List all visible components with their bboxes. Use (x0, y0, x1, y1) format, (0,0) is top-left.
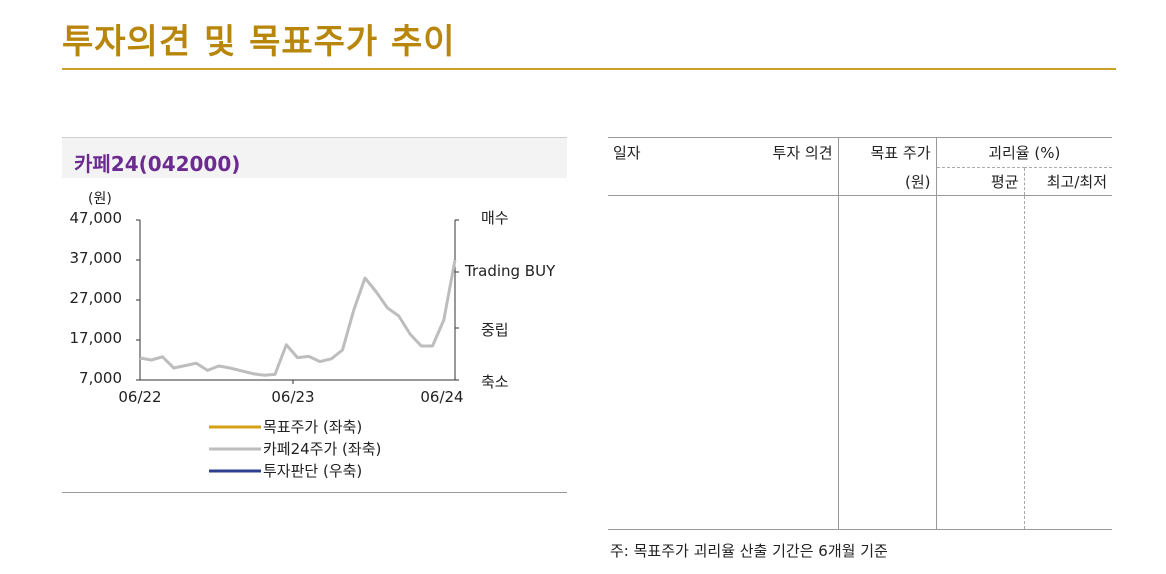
legend-item: 카페24주가 (좌축) (209, 440, 381, 458)
legend-label: 목표주가 (좌축) (263, 418, 362, 436)
opinion-table: 일자 투자 의견 목표 주가 괴리율 (%) (원) 평균 최고/최저 (608, 137, 1113, 530)
left-tick-label: 27,000 (70, 289, 123, 307)
title-rule (62, 68, 1116, 70)
right-axis-ticks: 매수 Trading BUY 중립 축소 (464, 209, 556, 391)
legend-label: 투자판단 (우축) (263, 462, 362, 480)
price-chart: (원) 47,000 37,000 27,000 17,000 7,000 매수… (70, 191, 557, 480)
header-date: 일자 (608, 137, 728, 168)
chart-header: 카페24(042000) (62, 137, 567, 178)
legend-label: 카페24주가 (좌축) (263, 440, 381, 458)
header-high-low: 최고/최저 (1023, 167, 1113, 196)
page-title: 투자의견 및 목표주가 추이 (62, 22, 456, 62)
right-tick-label: 매수 (481, 209, 509, 227)
left-axis-unit: (원) (88, 191, 112, 207)
right-tick-label: Trading BUY (464, 262, 556, 280)
chart-bottom-rule (62, 492, 567, 493)
legend: 목표주가 (좌축) 카페24주가 (좌축) 투자판단 (우축) (209, 418, 381, 480)
legend-item: 목표주가 (좌축) (209, 418, 362, 436)
left-tick-label: 7,000 (79, 369, 122, 387)
x-tick-label: 06/24 (420, 388, 463, 406)
series-line (139, 259, 457, 377)
right-tick-label: 축소 (481, 373, 509, 391)
header-opinion: 투자 의견 (728, 137, 838, 168)
left-tick-label: 47,000 (70, 209, 123, 227)
axes (136, 219, 459, 384)
header-disparity: 괴리율 (%) (935, 137, 1113, 168)
legend-item: 투자판단 (우축) (209, 462, 362, 480)
x-tick-label: 06/23 (271, 388, 314, 406)
header-average: 평균 (935, 167, 1024, 196)
left-axis-ticks: 47,000 37,000 27,000 17,000 7,000 (70, 209, 123, 387)
header-target-unit: (원) (837, 167, 936, 196)
x-axis-ticks: 06/22 06/23 06/24 (118, 388, 463, 406)
chart-panel: 카페24(042000) (원) 47,000 37,000 27,000 17… (62, 137, 567, 493)
footnote: 주: 목표주가 괴리율 산출 기간은 6개월 기준 (610, 542, 888, 560)
header-target-price: 목표 주가 (837, 137, 936, 168)
series-layer (139, 259, 457, 377)
right-tick-label: 중립 (481, 321, 509, 339)
table-body-empty (608, 195, 1113, 530)
left-tick-label: 37,000 (70, 249, 123, 267)
left-tick-label: 17,000 (70, 329, 123, 347)
x-tick-label: 06/22 (118, 388, 161, 406)
chart-title: 카페24(042000) (74, 152, 241, 176)
